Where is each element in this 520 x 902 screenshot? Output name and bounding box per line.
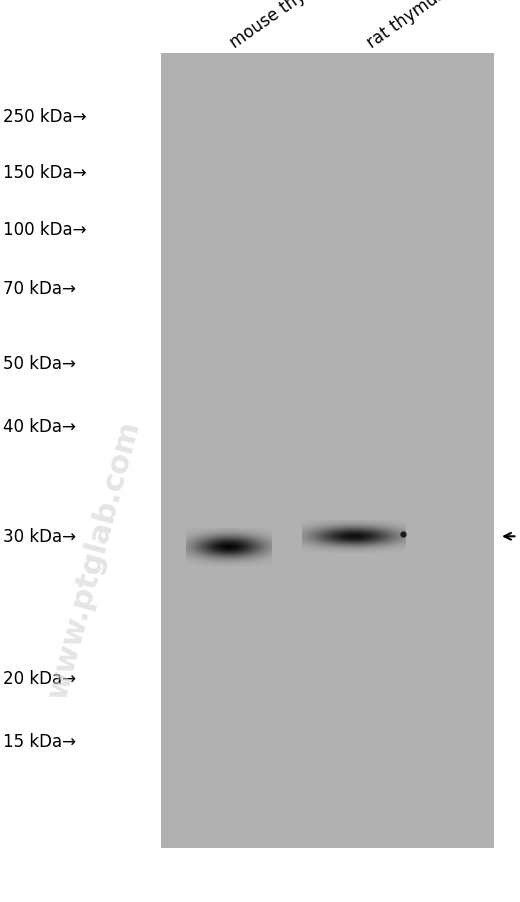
- Text: 150 kDa→: 150 kDa→: [3, 164, 86, 182]
- Text: 50 kDa→: 50 kDa→: [3, 354, 75, 373]
- Text: 15 kDa→: 15 kDa→: [3, 732, 75, 750]
- Text: 250 kDa→: 250 kDa→: [3, 108, 86, 126]
- Text: www.ptglab.com: www.ptglab.com: [43, 417, 145, 702]
- Text: 30 kDa→: 30 kDa→: [3, 528, 75, 546]
- Text: mouse thymus: mouse thymus: [226, 0, 337, 52]
- Text: rat thymus: rat thymus: [364, 0, 449, 52]
- Text: 100 kDa→: 100 kDa→: [3, 221, 86, 239]
- Text: 70 kDa→: 70 kDa→: [3, 280, 75, 298]
- Text: 40 kDa→: 40 kDa→: [3, 418, 75, 436]
- Text: 20 kDa→: 20 kDa→: [3, 669, 75, 687]
